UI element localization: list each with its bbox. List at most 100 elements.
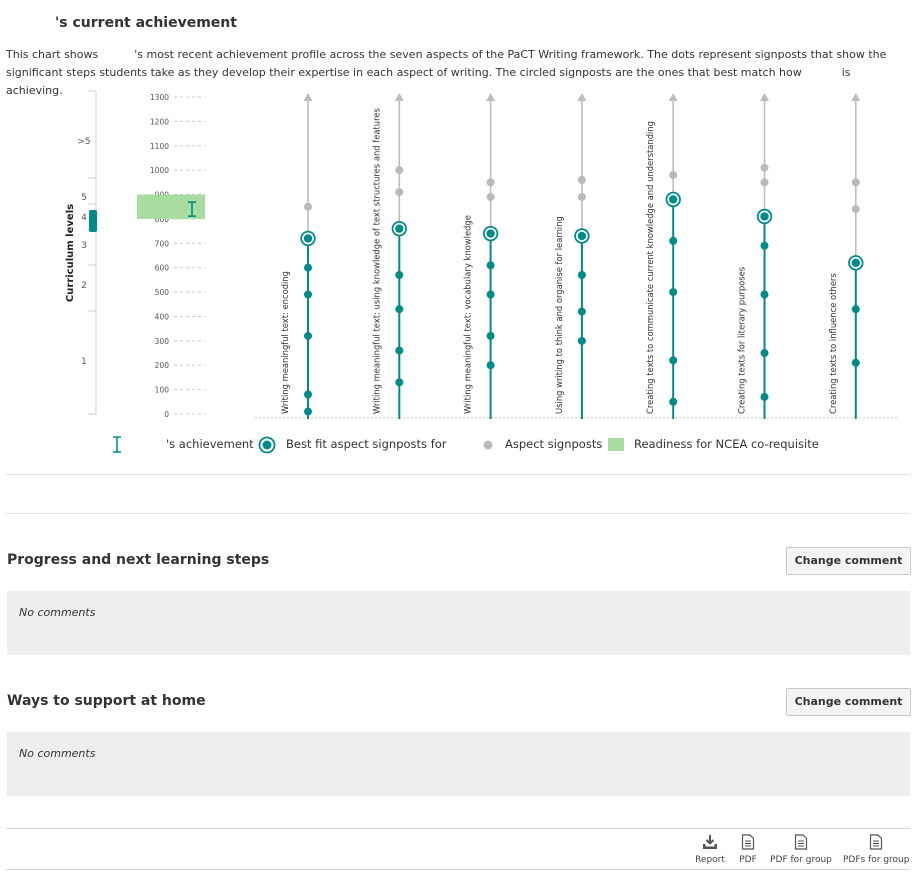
scale-tick-label: 300 [155,337,170,346]
readiness-swatch [608,438,624,451]
achieved-signpost [395,305,404,314]
scale-tick-label: 600 [155,264,170,273]
achieved-signpost [760,392,769,401]
achieved-signpost [395,378,404,387]
achievement-description: This chart shows's most recent achieveme… [6,46,906,100]
achieved-signpost [486,331,495,340]
aspect-signpost [760,178,769,187]
aspect-signpost [395,188,404,197]
aspect-arrowhead [486,93,496,101]
pdf-button[interactable]: PDF [734,834,762,865]
legend-achievement: 's achievement [166,437,254,451]
aspect-column: Writing meaningful text: encoding [280,93,316,419]
aspect-label: Using writing to think and organise for … [554,216,564,414]
best-fit-signpost [486,229,495,238]
aspect-signpost-icon [483,440,493,450]
progress-comment: No comments [19,606,96,619]
curriculum-axis-title: Curriculum levels [65,204,76,302]
aspect-arrowhead [668,93,678,101]
student-achievement-marker [188,201,196,217]
scale-tick-label: 1200 [150,117,169,126]
curriculum-level-label: 5 [81,193,87,203]
aspect-signpost [760,163,769,172]
best-fit-signpost [669,195,678,204]
aspect-column: Creating texts to influence others [828,93,864,419]
aspect-arrowhead [303,93,313,101]
achieved-signpost [577,307,586,316]
aspect-signpost [486,192,495,201]
achieved-signpost [304,263,312,272]
home-comment: No comments [19,747,96,760]
achievement-chart: >5 5 4 3 2 1 Curriculum levels 0 100 200 30… [65,90,898,419]
download-icon [703,835,717,849]
aspect-column: Using writing to think and organise for … [554,93,590,419]
best-fit-signpost [851,258,860,268]
curriculum-level-axis: >5 5 4 3 2 1 Curriculum levels [65,90,97,415]
legend-readiness: Readiness for NCEA co-requisite [634,437,819,451]
achieved-signpost [851,358,860,367]
achieved-signpost [669,397,678,406]
divider [6,474,910,475]
legend-best-fit: Best fit aspect signposts for [286,437,447,451]
aspect-arrowhead [851,93,861,101]
curriculum-level-label: 1 [81,357,87,367]
aspect-signpost [486,178,495,187]
scale-tick-label: 1000 [150,166,169,175]
curriculum-level-label: >5 [77,137,90,147]
description-part-1: This chart shows [6,48,99,61]
aspect-signpost [577,175,586,184]
aspect-arrowhead [577,93,587,101]
achieved-signpost [760,290,769,299]
aspect-signpost [851,205,860,214]
achieved-signpost [304,407,312,416]
achieved-signpost [669,356,678,365]
divider [6,828,910,829]
progress-title: Progress and next learning steps [7,552,270,568]
scale-tick-label: 700 [155,239,170,248]
aspect-columns: Writing meaningful text: encoding Writing… [280,93,864,419]
achieved-signpost [486,261,495,270]
achieved-signpost [760,349,769,358]
achieved-signpost [304,290,312,299]
home-support-title: Ways to support at home [7,693,206,709]
achieved-signpost [669,236,678,245]
pdfs-for-group-label: PDFs for group [843,855,910,865]
readiness-band [137,194,205,219]
scale-tick-label: 800 [155,215,170,224]
aspect-signpost [304,202,312,211]
aspect-arrowhead [760,93,769,101]
aspect-label: Writing meaningful text: using knowledge… [371,108,381,414]
aspect-column: Writing meaningful text: vocabulary know… [463,93,499,419]
description-part-3: is achieving. [6,66,851,97]
aspect-signpost [669,171,678,180]
aspect-column: Creating texts for literary purposes [737,93,773,419]
change-progress-comment-button[interactable]: Change comment [786,547,911,575]
aspect-signpost [395,166,404,175]
achieved-signpost [486,361,495,370]
curriculum-level-label: 2 [81,281,87,291]
legend-signposts: Aspect signposts [505,437,603,451]
achieved-signpost [395,271,404,280]
current-level-marker [89,210,97,232]
document-icon [741,834,755,850]
home-comment-box: No comments [7,732,910,796]
readiness-band-rect [137,194,205,219]
curriculum-level-label: 4 [81,213,87,223]
achieved-signpost [395,346,404,355]
scale-tick-label: 200 [155,361,170,370]
achieved-signpost [577,271,586,280]
pdf-for-group-button[interactable]: PDF for group [770,834,832,865]
pdfs-for-group-button[interactable]: PDFs for group [843,834,909,865]
scale-axis: 0100200300400500600700800900100011001200… [150,93,205,419]
aspect-signpost [577,192,586,201]
report-button[interactable]: Report [692,834,728,865]
best-fit-signpost [303,234,313,243]
change-home-comment-button[interactable]: Change comment [786,688,911,716]
scale-tick-label: 500 [155,288,170,297]
achievement-title: 's current achievement [55,15,237,31]
achieved-signpost [669,288,678,297]
document-icon [794,834,808,850]
best-fit-signpost [760,212,769,221]
aspect-column: Writing meaningful text: using knowledge… [371,93,408,419]
curriculum-level-label: 3 [81,241,87,251]
